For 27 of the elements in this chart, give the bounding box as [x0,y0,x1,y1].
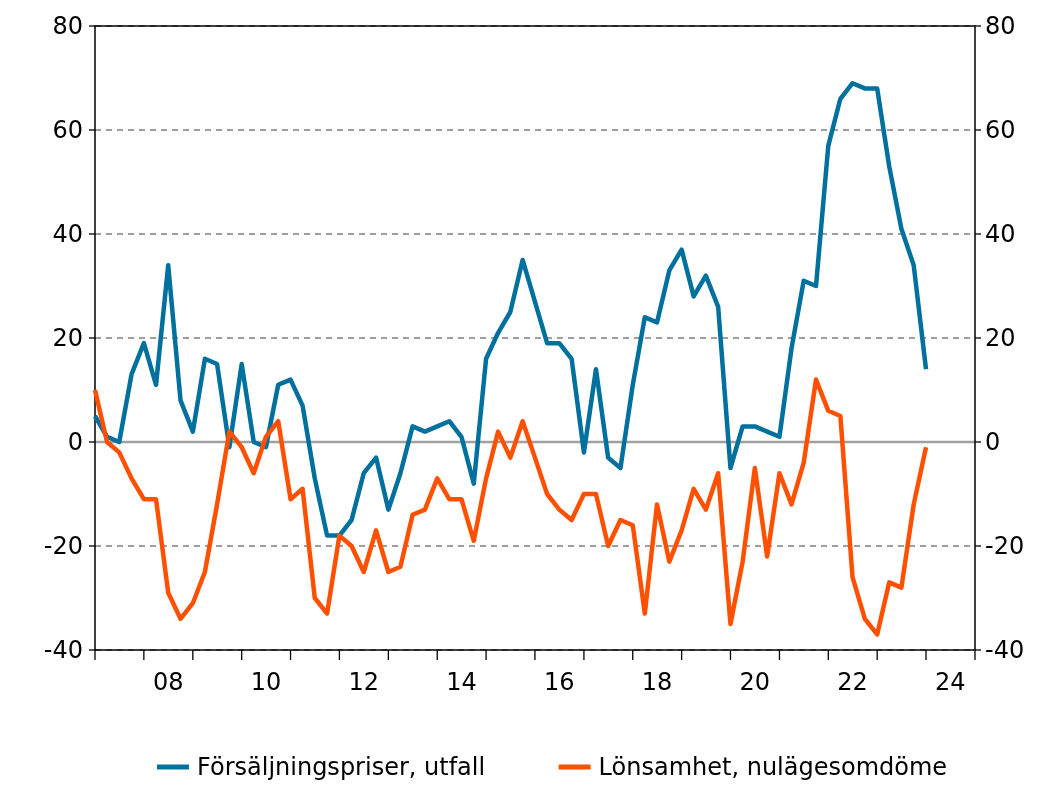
x-tick-label: 18 [641,668,673,696]
y-tick-label: 0 [67,428,83,457]
x-tick-label: 20 [739,668,771,696]
y2-tick-label: 0 [985,428,1001,457]
legend-label: Försäljningspriser, utfall [197,753,486,782]
line-series [92,377,929,637]
x-tick-label: 14 [446,668,477,696]
y2-tick-label: 60 [985,116,1016,145]
y-tick-label: 80 [52,12,83,41]
y-tick-label: -40 [43,636,83,665]
y2-tick-label: 40 [985,220,1016,249]
x-tick-label: 22 [837,668,868,696]
x-tick-label: 16 [544,668,575,696]
x-tick-label: 08 [152,668,184,696]
x-tick-label: 24 [935,668,966,696]
line-series [92,80,929,538]
y-tick-label: 20 [52,324,83,353]
y-tick-label: 60 [52,116,83,145]
x-tick-label: 12 [348,668,380,696]
y-tick-label: -20 [43,532,83,561]
y2-tick-label: -20 [985,532,1025,561]
y2-tick-label: 80 [985,12,1016,41]
legend-label: Lönsamhet, nulägesomdöme [598,753,948,782]
y-tick-label: 40 [52,220,83,249]
x-tick-label: 10 [250,668,282,696]
y2-tick-label: 20 [985,324,1016,353]
y2-tick-label: -40 [985,636,1025,665]
